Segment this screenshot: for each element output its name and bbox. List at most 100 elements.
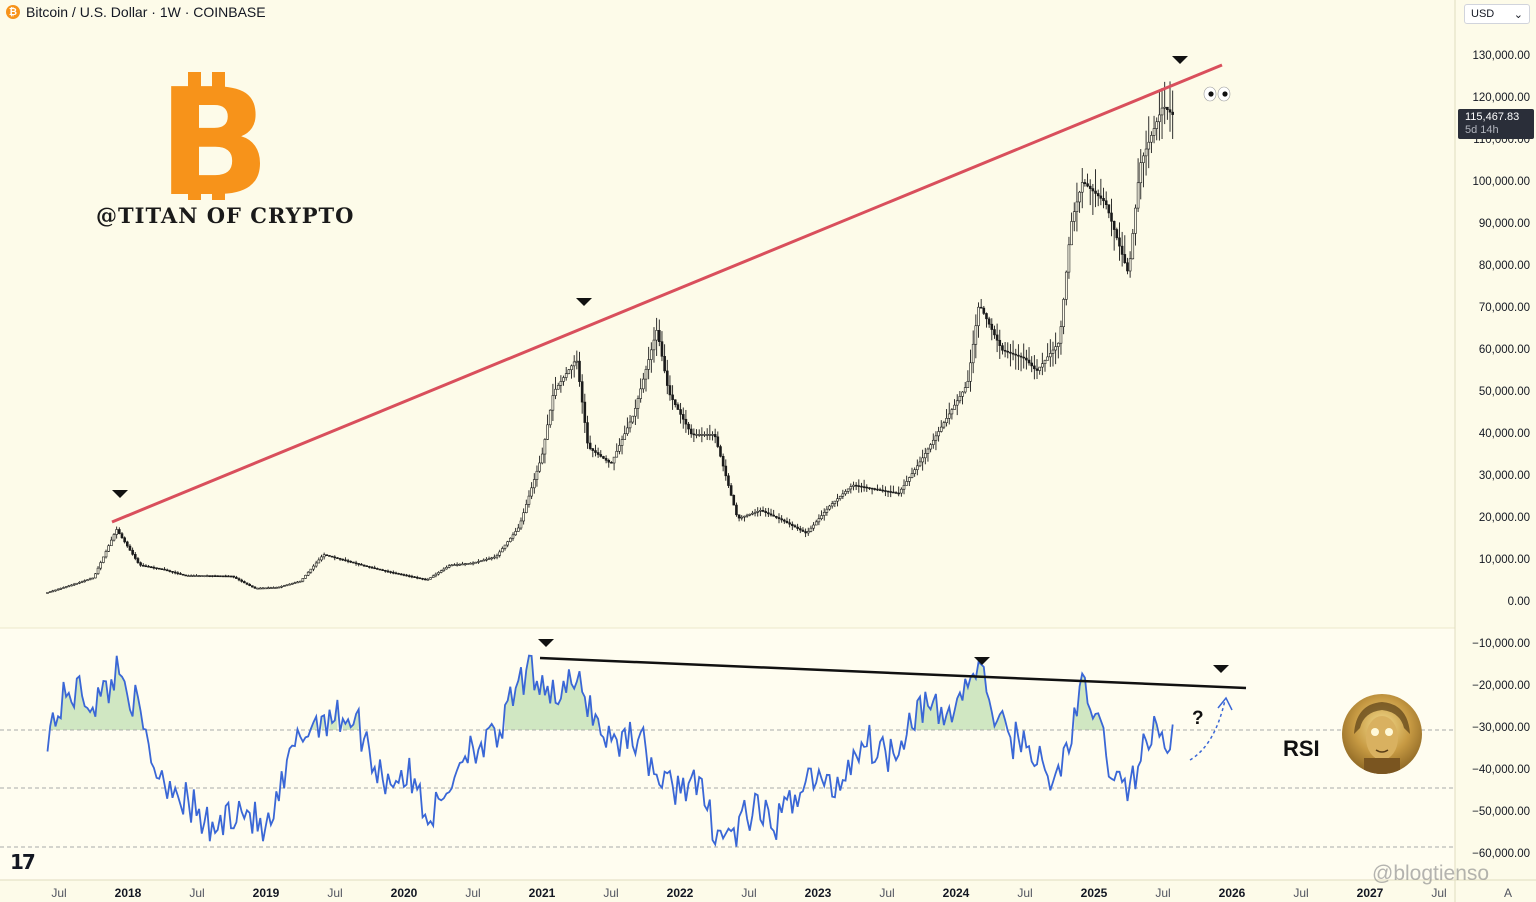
candle-body xyxy=(474,561,478,564)
candle-body xyxy=(171,571,174,573)
candle-body xyxy=(607,460,611,463)
candle-body xyxy=(280,585,283,588)
candle-body xyxy=(790,523,794,526)
candle-body xyxy=(955,400,959,406)
candle-body xyxy=(211,575,214,577)
price-tick-label: 130,000.00 xyxy=(1472,50,1530,62)
candle-body xyxy=(852,484,855,487)
candle-body xyxy=(139,562,142,566)
candle-body xyxy=(421,578,424,580)
candle-body xyxy=(1166,106,1169,110)
candle-body xyxy=(1128,258,1132,272)
last-price: 115,467.83 xyxy=(1465,111,1520,123)
candle-body xyxy=(322,554,326,558)
candle-body xyxy=(219,575,222,578)
candle-body xyxy=(1072,211,1076,222)
candle-body xyxy=(586,422,589,444)
candle-body xyxy=(665,370,669,386)
candle-body xyxy=(974,325,978,345)
tradingview-logo[interactable]: 17 xyxy=(10,850,36,874)
candle-body xyxy=(926,448,930,454)
candle-body xyxy=(663,355,666,372)
time-tick-label: 2027 xyxy=(1357,886,1384,900)
candle-body xyxy=(971,343,975,364)
price-candles xyxy=(46,81,1174,594)
rsi-overbought-fill xyxy=(321,715,325,730)
candle-body xyxy=(442,568,446,572)
candle-body xyxy=(995,334,999,341)
candle-body xyxy=(264,587,267,590)
candle-body xyxy=(636,398,640,409)
candle-body xyxy=(450,564,454,567)
candle-body xyxy=(798,528,802,531)
price-tick-label: 90,000.00 xyxy=(1479,218,1530,230)
candle-body xyxy=(950,409,954,415)
candle-body xyxy=(554,388,557,396)
candle-body xyxy=(1123,254,1127,264)
candle-body xyxy=(783,519,786,522)
time-axis[interactable]: Jul 2018 Jul 2019 Jul 2020 Jul 2021 Jul 2022 Jul 20… xyxy=(51,886,1512,900)
price-tick-label: −60,000.00 xyxy=(1472,848,1530,860)
candle-body xyxy=(1107,204,1111,214)
candle-body xyxy=(70,584,73,587)
candle-body xyxy=(540,453,544,464)
candle-body xyxy=(463,563,467,565)
candle-body xyxy=(157,567,161,570)
candle-body xyxy=(415,576,419,579)
time-tick-label: 2018 xyxy=(115,886,142,900)
candle-body xyxy=(668,385,672,396)
candle-body xyxy=(761,510,765,512)
candle-body xyxy=(163,568,166,571)
candle-body xyxy=(131,549,134,555)
candle-body xyxy=(822,512,826,516)
symbol-title[interactable]: Bitcoin / U.S. Dollar · 1W · COINBASE xyxy=(26,4,266,20)
candle-body xyxy=(918,461,922,467)
time-tick-label: 2025 xyxy=(1081,886,1108,900)
candle-body xyxy=(551,395,555,411)
candle-body xyxy=(1147,141,1151,150)
price-tick-label: 120,000.00 xyxy=(1472,92,1530,104)
candle-body xyxy=(634,408,637,417)
candle-body xyxy=(937,431,940,437)
eyes-icon xyxy=(1203,86,1231,102)
candle-body xyxy=(862,486,866,488)
price-tick-label: −50,000.00 xyxy=(1472,806,1530,818)
candle-body xyxy=(1160,107,1164,116)
candle-body xyxy=(501,548,504,553)
candle-body xyxy=(378,568,382,571)
price-axis[interactable]: 130,000.00120,000.00110,000.00100,000.00… xyxy=(1472,50,1530,860)
candle-body xyxy=(479,560,483,563)
symbol-header[interactable]: ₿ Bitcoin / U.S. Dollar · 1W · COINBASE xyxy=(6,4,266,20)
candle-body xyxy=(1168,109,1172,113)
candle-body xyxy=(447,565,451,568)
currency-select[interactable]: USD ⌄ xyxy=(1464,4,1530,24)
candle-body xyxy=(423,578,427,581)
rsi-line xyxy=(46,654,1174,847)
candle-body xyxy=(673,399,677,405)
candle-body xyxy=(692,433,696,436)
candle-body xyxy=(314,562,318,567)
candle-body xyxy=(713,434,717,438)
candle-body xyxy=(282,585,286,587)
candle-body xyxy=(195,575,198,577)
candle-body xyxy=(727,475,730,486)
candle-body xyxy=(775,516,778,518)
candle-body xyxy=(1102,198,1105,202)
candle-body xyxy=(126,541,129,547)
rsi-projection-arrowhead xyxy=(1217,696,1233,711)
candle-body xyxy=(506,541,509,546)
candle-body xyxy=(923,453,927,459)
candle-body xyxy=(969,362,972,382)
price-tick-label: −40,000.00 xyxy=(1472,764,1530,776)
candle-body xyxy=(490,557,494,560)
price-tick-label: 100,000.00 xyxy=(1472,176,1530,188)
candle-body xyxy=(370,566,374,569)
candle-body xyxy=(110,539,113,547)
candle-body xyxy=(94,573,97,579)
candle-body xyxy=(349,560,353,563)
candle-body xyxy=(913,469,916,474)
candle-body xyxy=(751,512,754,515)
candle-body xyxy=(1158,114,1161,123)
candle-body xyxy=(1131,233,1135,260)
